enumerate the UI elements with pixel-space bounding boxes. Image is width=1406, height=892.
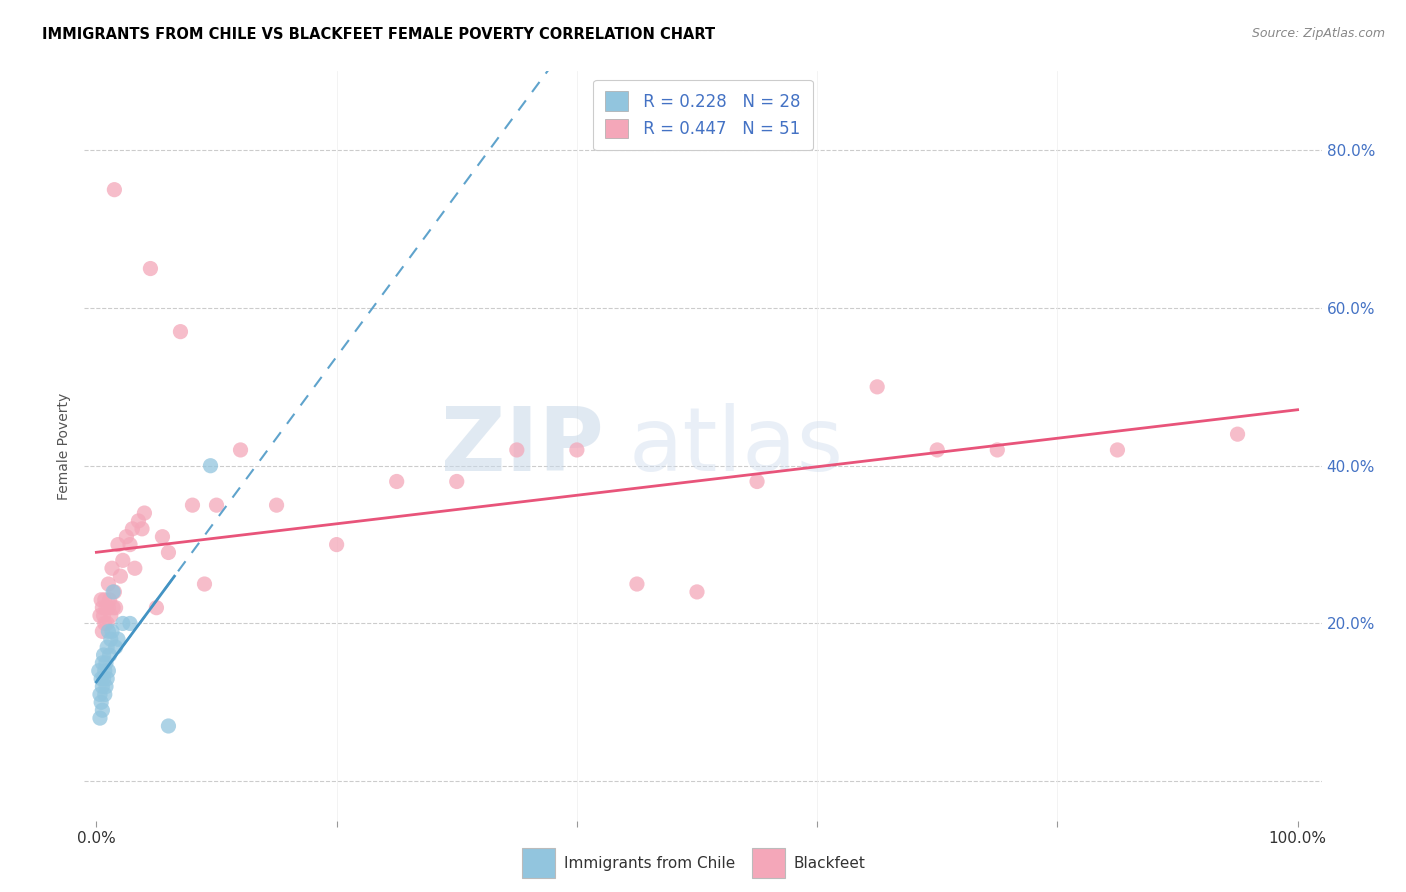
Point xyxy=(89,688,111,702)
Point xyxy=(101,561,124,575)
Text: ZIP: ZIP xyxy=(441,402,605,490)
Point xyxy=(385,475,408,489)
Text: IMMIGRANTS FROM CHILE VS BLACKFEET FEMALE POVERTY CORRELATION CHART: IMMIGRANTS FROM CHILE VS BLACKFEET FEMAL… xyxy=(42,27,716,42)
Point xyxy=(96,640,118,654)
Point xyxy=(110,569,132,583)
Y-axis label: Female Poverty: Female Poverty xyxy=(58,392,72,500)
Point xyxy=(94,680,117,694)
Point xyxy=(93,672,115,686)
Point xyxy=(200,458,222,473)
Point xyxy=(94,656,117,670)
Point xyxy=(1107,442,1129,457)
Point xyxy=(927,442,949,457)
Point xyxy=(91,600,114,615)
Text: atlas: atlas xyxy=(628,402,844,490)
Point xyxy=(157,545,180,559)
Point xyxy=(124,561,146,575)
Point xyxy=(145,600,167,615)
Bar xyxy=(752,848,785,878)
Point xyxy=(986,442,1008,457)
Bar xyxy=(522,848,554,878)
Point xyxy=(115,530,138,544)
Point xyxy=(686,585,709,599)
Point xyxy=(103,600,125,615)
Point xyxy=(98,592,121,607)
Point xyxy=(181,498,204,512)
Point xyxy=(157,719,180,733)
Point xyxy=(97,624,120,639)
Point xyxy=(229,442,252,457)
Point xyxy=(94,616,117,631)
Point xyxy=(90,695,112,709)
Point xyxy=(94,664,117,678)
Point xyxy=(139,261,162,276)
Point xyxy=(96,672,118,686)
Point xyxy=(193,577,215,591)
Point xyxy=(94,688,117,702)
Point xyxy=(325,538,347,552)
Point xyxy=(111,616,134,631)
Text: Source: ZipAtlas.com: Source: ZipAtlas.com xyxy=(1251,27,1385,40)
Point xyxy=(266,498,288,512)
Point xyxy=(131,522,153,536)
Point xyxy=(446,475,468,489)
Point xyxy=(93,648,115,662)
Point xyxy=(103,585,125,599)
Point xyxy=(100,632,122,647)
Point xyxy=(97,600,120,615)
Point xyxy=(91,703,114,717)
Point xyxy=(103,183,125,197)
Text: Immigrants from Chile: Immigrants from Chile xyxy=(564,855,735,871)
Point xyxy=(93,608,115,623)
Point xyxy=(90,592,112,607)
Point xyxy=(169,325,191,339)
Point xyxy=(103,585,125,599)
Point xyxy=(89,608,111,623)
Point xyxy=(107,538,129,552)
Point xyxy=(100,608,122,623)
Point xyxy=(152,530,174,544)
Point xyxy=(745,475,768,489)
Point xyxy=(107,632,129,647)
Point xyxy=(87,664,110,678)
Point xyxy=(127,514,149,528)
Point xyxy=(89,711,111,725)
Point xyxy=(111,553,134,567)
Point xyxy=(91,656,114,670)
Point xyxy=(626,577,648,591)
Point xyxy=(97,577,120,591)
Point xyxy=(866,380,889,394)
Point xyxy=(101,624,124,639)
Point xyxy=(205,498,228,512)
Point xyxy=(97,664,120,678)
Point xyxy=(90,672,112,686)
Point xyxy=(121,522,143,536)
Point xyxy=(1226,427,1249,442)
Point xyxy=(565,442,588,457)
Point xyxy=(134,506,156,520)
Point xyxy=(91,624,114,639)
Point xyxy=(506,442,529,457)
Legend:  R = 0.228   N = 28,  R = 0.447   N = 51: R = 0.228 N = 28, R = 0.447 N = 51 xyxy=(593,79,813,150)
Text: Blackfeet: Blackfeet xyxy=(794,855,866,871)
Point xyxy=(94,592,117,607)
Point xyxy=(104,640,127,654)
Point xyxy=(118,538,141,552)
Point xyxy=(94,600,117,615)
Point xyxy=(104,600,127,615)
Point xyxy=(96,616,118,631)
Point xyxy=(118,616,141,631)
Point xyxy=(91,680,114,694)
Point xyxy=(98,648,121,662)
